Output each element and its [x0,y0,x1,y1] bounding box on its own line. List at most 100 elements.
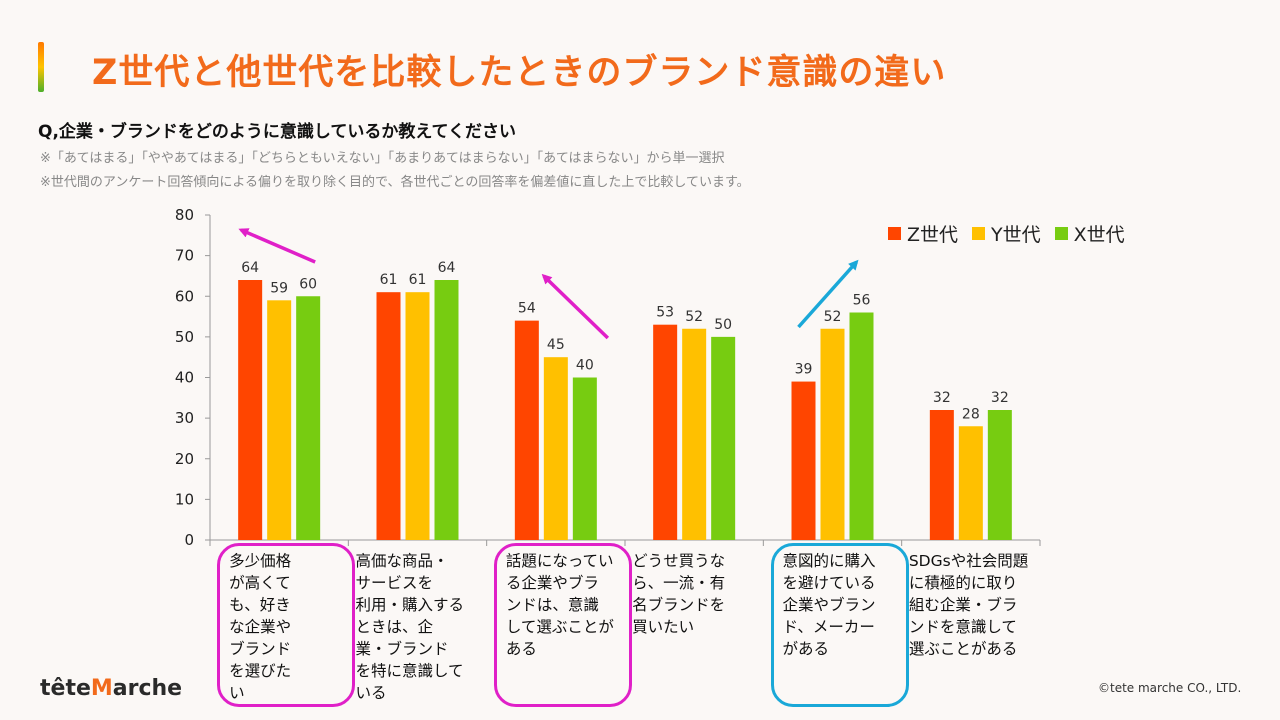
bar-Z世代-4 [791,381,816,540]
data-label: 45 [547,337,565,353]
legend-item: Y世代 [972,220,1041,247]
category-label: SDGsや社会問題 に積極的に取り 組む企業・ブラ ンドを意識して 選ぶことがある [909,550,1041,660]
title-accent-bar [38,42,44,92]
bar-Z世代-2 [514,320,539,540]
category-label-line: い [229,684,245,702]
chart-legend: Z世代 Y世代 X世代 [888,220,1125,247]
category-label-line: も、好き [229,596,291,614]
y-tick-label: 60 [175,287,194,305]
bar-Y世代-2 [543,357,568,540]
category-label-line: を避けている [782,574,876,592]
data-label: 52 [685,309,703,325]
bar-X世代-3 [711,336,736,540]
highlight-box [493,543,632,707]
category-label-line: いる [355,684,387,702]
legend-item: X世代 [1054,220,1125,247]
bar-X世代-5 [987,410,1012,540]
data-label: 50 [714,317,732,333]
category-label-line: を選びた [229,662,292,680]
y-tick-label: 20 [175,450,194,468]
category-label-line: 話題になってい [505,552,614,570]
bar-Y世代-3 [682,328,707,540]
category-label-line: に積極的に取り [908,574,1018,592]
tetemarche-logo: têteMarche [40,676,183,701]
category-label-line: どうせ買うな [632,552,726,570]
bar-Z世代-1 [376,292,401,540]
page-title: Z世代と他世代を比較したときのブランド意識の違い [92,53,947,93]
bar-Y世代-1 [405,292,430,540]
category-label-line: な企業や [229,618,292,636]
category-label-line: がある [782,640,830,658]
category-label-line: 利用・購入する [355,596,465,614]
data-label: 32 [991,390,1009,406]
data-label: 64 [438,260,456,276]
category-label: 多少価格 が高くて も、好き な企業や ブランド を選びたい [229,550,361,704]
category-label-line: ンドは、意識 [505,596,599,614]
legend-label: X世代 [1073,224,1125,246]
category-label-line: ら、一流・有 [632,574,726,592]
category-label-line: を特に意識して [355,662,464,680]
bar-X世代-2 [572,377,597,540]
data-label: 53 [656,305,674,321]
category-label-line: SDGsや社会問題 [908,552,1029,570]
bar-Z世代-5 [929,410,954,540]
highlight-box [770,543,909,707]
data-label: 61 [380,272,398,288]
category-label-line: 多少価格 [229,552,292,570]
y-tick-label: 40 [175,369,194,387]
category-label: 意図的に購入 を避けている 企業やブラン ド、メーカー がある [783,550,915,660]
y-tick-label: 70 [175,247,194,265]
data-label: 56 [853,293,871,309]
category-label-line: ときは、企 [355,618,434,636]
data-label: 61 [409,272,427,288]
category-label-line: ンドを意識して [908,618,1017,636]
legend-label: Z世代 [907,224,959,246]
note-methodology: ※世代間のアンケート回答傾向による偏りを取り除く目的で、各世代ごとの回答率を偏差… [40,175,750,190]
highlight-box [217,543,356,707]
category-label-line: 買いたい [632,618,695,636]
category-label-line: 選ぶことがある [908,640,1018,658]
note-answer-options: ※「あてはまる」「ややあてはまる」「どちらともいえない」「あまりあてはまらない」… [40,151,725,166]
y-tick-label: 50 [175,328,194,346]
category-label-line: サービスを [355,574,434,592]
category-label-line: 組む企業・ブラ [908,596,1018,614]
data-label: 52 [824,309,842,325]
bar-Z世代-3 [653,324,678,540]
data-label: 64 [241,260,259,276]
y-tick-label: 30 [175,409,194,427]
bar-Y世代-5 [958,426,983,540]
y-tick-label: 0 [184,531,194,549]
legend-swatch [972,227,986,240]
category-label: どうせ買うな ら、一流・有 名ブランドを 買いたい [632,550,764,638]
category-label: 話題になってい る企業やブラ ンドは、意識 して選ぶことが ある [506,550,638,660]
bar-Z世代-0 [238,280,263,540]
data-label: 40 [576,358,594,374]
y-tick-label: 80 [175,206,194,224]
data-label: 32 [933,390,951,406]
category-label-line: る企業やブラ [505,574,599,592]
category-label-line: 企業やブラン [782,596,876,614]
category-label-line: 意図的に購入 [782,552,876,570]
category-label-line: ド、メーカー [782,618,875,636]
data-label: 59 [270,280,288,296]
category-label-line: ある [505,640,537,658]
bar-Y世代-0 [267,300,292,540]
data-label: 60 [299,276,317,292]
legend-swatch [1054,227,1068,240]
category-label-line: 業・ブランド [355,640,449,658]
bar-X世代-1 [434,280,459,540]
category-label-line: 高価な商品・ [355,552,449,570]
copyright-text: ©tete marche CO., LTD. [1098,681,1242,695]
legend-swatch [888,227,901,240]
question-text: Q,企業・ブランドをどのように意識しているか教えてください [38,122,517,142]
data-label: 28 [962,406,980,422]
category-label-line: して選ぶことが [505,618,614,636]
data-label: 39 [795,362,813,378]
category-label: 高価な商品・ サービスを利用・購入する ときは、企業・ブランド を特に意識して いる [356,550,488,704]
category-label-line: 名ブランドを [632,596,726,614]
data-label: 54 [518,301,536,317]
legend-label: Y世代 [991,224,1041,246]
bar-Y世代-4 [820,328,845,540]
trend-arrow [238,228,316,264]
